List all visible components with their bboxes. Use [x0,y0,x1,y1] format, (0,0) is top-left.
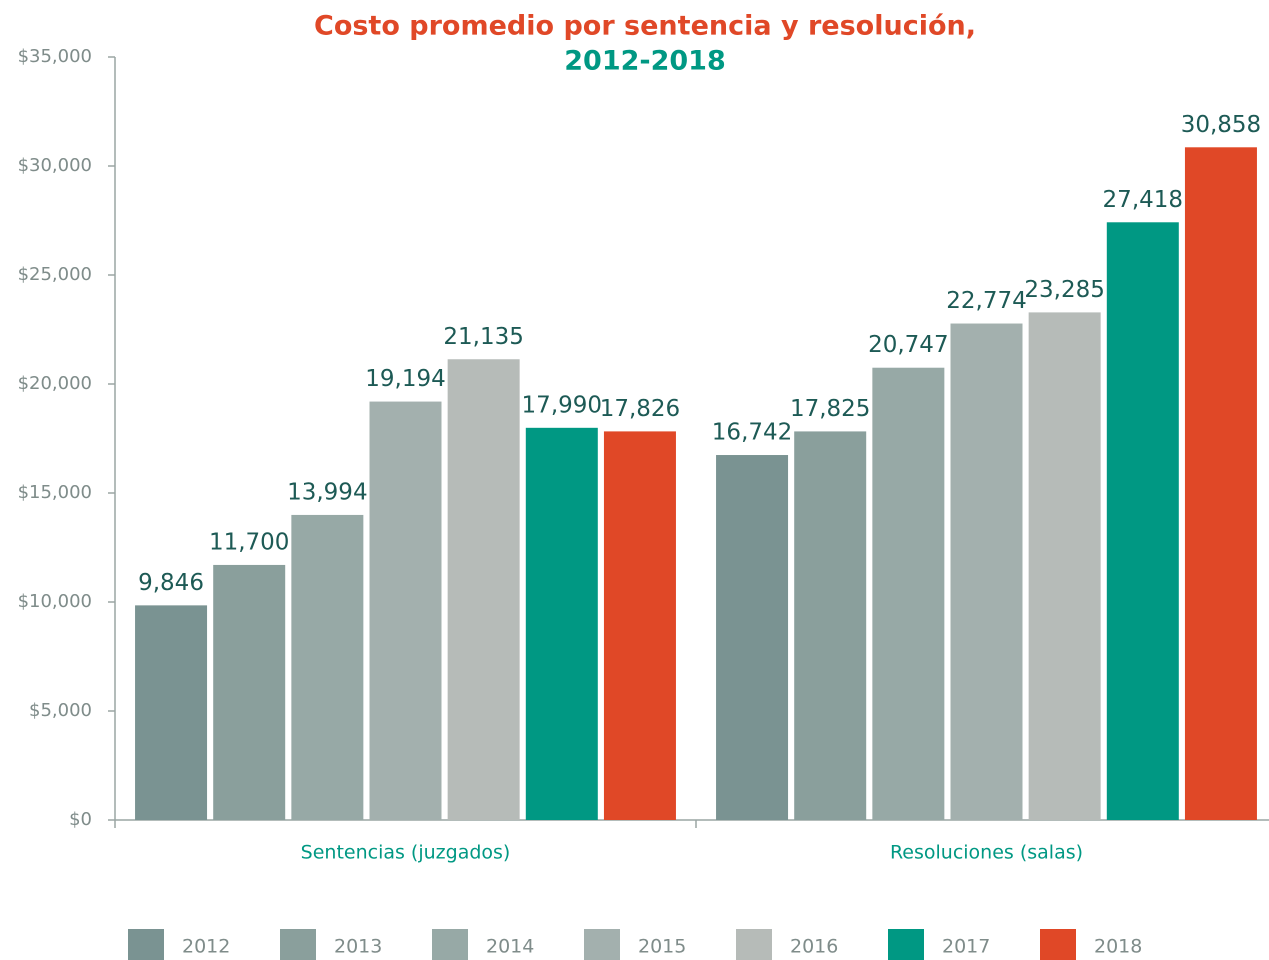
value-label: 17,990 [522,392,602,418]
y-tick-label: $0 [69,809,92,830]
y-tick-label: $10,000 [18,591,92,612]
legend-swatch [1040,929,1076,960]
legend-label: 2012 [182,936,230,958]
legend-swatch [888,929,924,960]
bar [447,359,520,820]
bar [794,431,867,820]
legend-label: 2013 [334,936,382,958]
y-tick-label: $20,000 [18,373,92,394]
value-label: 19,194 [365,366,445,392]
bar [872,367,945,820]
chart-subtitle: 2012-2018 [564,46,726,77]
bar [135,605,208,820]
legend-swatch [280,929,316,960]
value-label: 30,858 [1181,112,1261,138]
value-label: 16,742 [712,420,792,446]
bar [1106,222,1179,820]
y-tick-label: $30,000 [18,155,92,176]
legend-swatch [584,929,620,960]
bar [716,455,789,820]
legend-label: 2015 [638,936,686,958]
y-tick-label: $5,000 [29,700,92,721]
x-tick-label: Resoluciones (salas) [890,842,1083,864]
value-label: 17,825 [790,396,870,422]
legend-swatch [736,929,772,960]
bar [1028,312,1101,820]
value-label: 11,700 [209,529,289,555]
legend-label: 2018 [1094,936,1142,958]
value-label: 20,747 [868,332,948,358]
bar [1184,147,1257,820]
legend-label: 2016 [790,936,838,958]
bar [603,431,676,820]
value-label: 22,774 [946,288,1026,314]
value-label: 21,135 [443,324,523,350]
value-label: 27,418 [1103,187,1183,213]
legend-swatch [432,929,468,960]
x-tick-label: Sentencias (juzgados) [301,842,511,864]
chart-title: Costo promedio por sentencia y resolució… [314,11,976,42]
y-tick-label: $25,000 [18,264,92,285]
value-label: 17,826 [600,396,680,422]
y-tick-label: $35,000 [18,46,92,67]
bar [213,564,286,820]
value-label: 9,846 [138,570,204,596]
y-tick-label: $15,000 [18,482,92,503]
value-label: 23,285 [1024,277,1104,303]
value-label: 13,994 [287,479,367,505]
legend-swatch [128,929,164,960]
bar [950,323,1023,820]
legend-label: 2014 [486,936,534,958]
legend-label: 2017 [942,936,990,958]
bar [369,401,442,820]
bar [525,427,598,820]
bar [291,514,364,820]
